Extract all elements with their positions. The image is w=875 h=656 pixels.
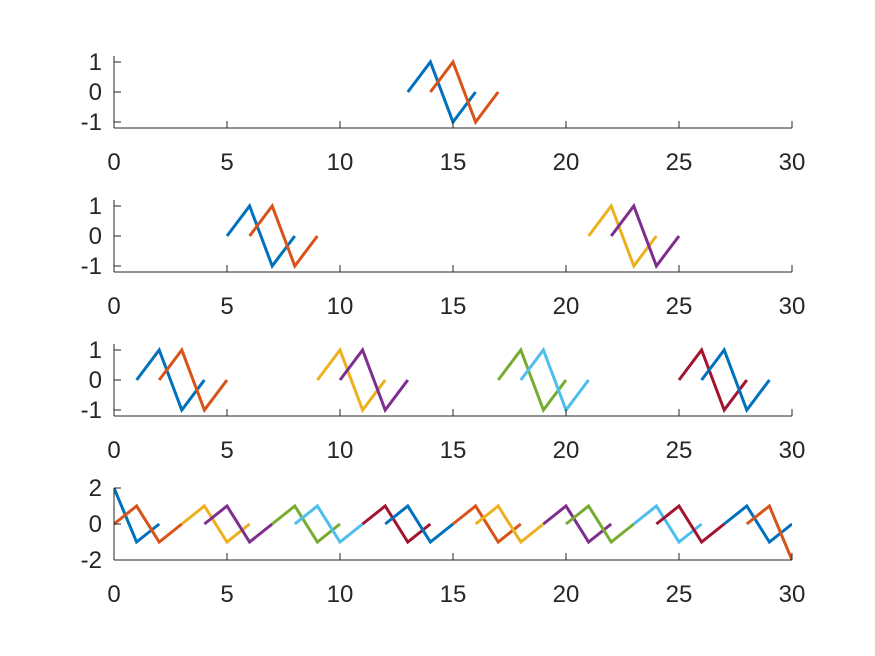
series-group <box>225 202 681 270</box>
x-tick-label: 0 <box>107 293 120 320</box>
series-line-3 <box>316 346 387 414</box>
series-line-16 <box>745 503 792 560</box>
x-tick-label: 5 <box>220 581 233 608</box>
y-tick-label: -1 <box>81 109 102 136</box>
y-tick-label: -1 <box>81 253 102 280</box>
x-tick-label: 0 <box>107 581 120 608</box>
x-tick-label: 5 <box>220 437 233 464</box>
x-tick-label: 20 <box>553 293 580 320</box>
x-tick-label: 15 <box>440 437 467 464</box>
series-group <box>135 346 771 414</box>
series-line-5 <box>271 503 341 545</box>
series-line-1 <box>135 346 206 414</box>
x-tick-label: 20 <box>553 437 580 464</box>
x-tick-label: 25 <box>666 149 693 176</box>
x-tick-label: 5 <box>220 293 233 320</box>
series-line-12 <box>565 503 635 545</box>
series-line-2 <box>248 202 319 270</box>
x-tick-label: 10 <box>327 581 354 608</box>
series-line-1 <box>406 58 477 126</box>
series-line-1 <box>225 202 296 270</box>
x-tick-label: 20 <box>553 149 580 176</box>
x-tick-label: 15 <box>440 581 467 608</box>
x-tick-label: 10 <box>327 293 354 320</box>
series-line-13 <box>632 503 703 545</box>
series-line-10 <box>474 503 545 545</box>
series-line-7 <box>361 503 432 545</box>
x-tick-label: 25 <box>666 581 693 608</box>
series-line-6 <box>293 503 364 545</box>
y-tick-label: -1 <box>81 397 102 424</box>
y-tick-label: 1 <box>89 49 102 76</box>
y-tick-label: 0 <box>89 223 102 250</box>
x-tick-label: 30 <box>779 581 806 608</box>
x-tick-label: 20 <box>553 581 580 608</box>
x-tick-label: 30 <box>779 149 806 176</box>
series-line-2 <box>429 58 500 126</box>
series-line-3 <box>587 202 658 270</box>
x-tick-label: 30 <box>779 293 806 320</box>
x-tick-label: 30 <box>779 437 806 464</box>
x-tick-label: 0 <box>107 437 120 464</box>
x-tick-label: 15 <box>440 293 467 320</box>
series-line-8 <box>700 346 771 414</box>
y-tick-label: 2 <box>89 475 102 502</box>
y-tick-label: 0 <box>89 79 102 106</box>
x-tick-label: 25 <box>666 293 693 320</box>
series-line-4 <box>338 346 409 414</box>
series-group <box>114 488 792 560</box>
series-line-4 <box>203 503 274 545</box>
series-line-8 <box>384 503 454 545</box>
y-tick-label: 0 <box>89 511 102 538</box>
series-line-9 <box>452 503 522 545</box>
series-line-5 <box>497 346 568 414</box>
series-line-2 <box>158 346 229 414</box>
series-group <box>406 58 500 126</box>
y-tick-label: 0 <box>89 367 102 394</box>
y-tick-label: 1 <box>89 193 102 220</box>
series-line-2 <box>114 503 183 545</box>
x-tick-label: 0 <box>107 149 120 176</box>
x-tick-label: 25 <box>666 437 693 464</box>
series-line-4 <box>610 202 681 270</box>
series-line-3 <box>180 503 251 545</box>
x-tick-label: 10 <box>327 437 354 464</box>
series-line-7 <box>677 346 748 414</box>
y-tick-label: 1 <box>89 337 102 364</box>
x-tick-label: 15 <box>440 149 467 176</box>
series-line-14 <box>655 503 726 545</box>
series-line-6 <box>519 346 590 414</box>
series-line-11 <box>542 503 613 545</box>
y-tick-label: -2 <box>81 547 102 574</box>
x-tick-label: 5 <box>220 149 233 176</box>
x-tick-label: 10 <box>327 149 354 176</box>
